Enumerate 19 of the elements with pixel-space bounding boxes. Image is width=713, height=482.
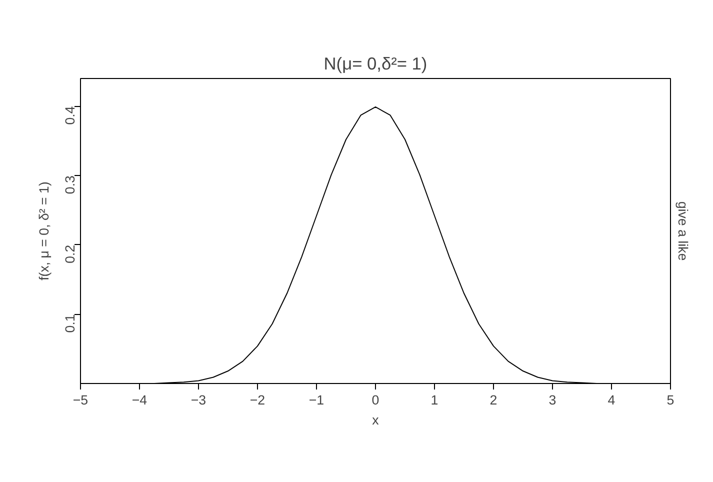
x-tick-label: 2 <box>490 392 498 408</box>
x-tick-label: 4 <box>608 392 616 408</box>
x-tick-label: −5 <box>72 392 88 408</box>
y2-axis-title: give a like <box>676 201 690 261</box>
x-tick-label: 1 <box>430 392 438 408</box>
x-axis-title: x <box>372 412 380 428</box>
x-tick-label: −2 <box>250 392 266 408</box>
x-tick-label: −1 <box>308 392 324 408</box>
y-tick-label: 0.1 <box>62 314 78 333</box>
x-tick-label: −3 <box>190 392 206 408</box>
x-tick-label: 3 <box>548 392 556 408</box>
x-tick-label: 0 <box>372 392 380 408</box>
x-tick-label: 5 <box>666 392 674 408</box>
y-tick-label: 0.2 <box>62 244 78 264</box>
y-axis-title: f(x, μ = 0, δ² = 1) <box>36 182 52 280</box>
y-tick-label: 0.3 <box>62 176 78 194</box>
x-tick-label: −4 <box>132 392 148 408</box>
y-tick-label: 0.4 <box>62 106 78 125</box>
chart-title: N(μ= 0,δ²= 1) <box>324 54 428 74</box>
